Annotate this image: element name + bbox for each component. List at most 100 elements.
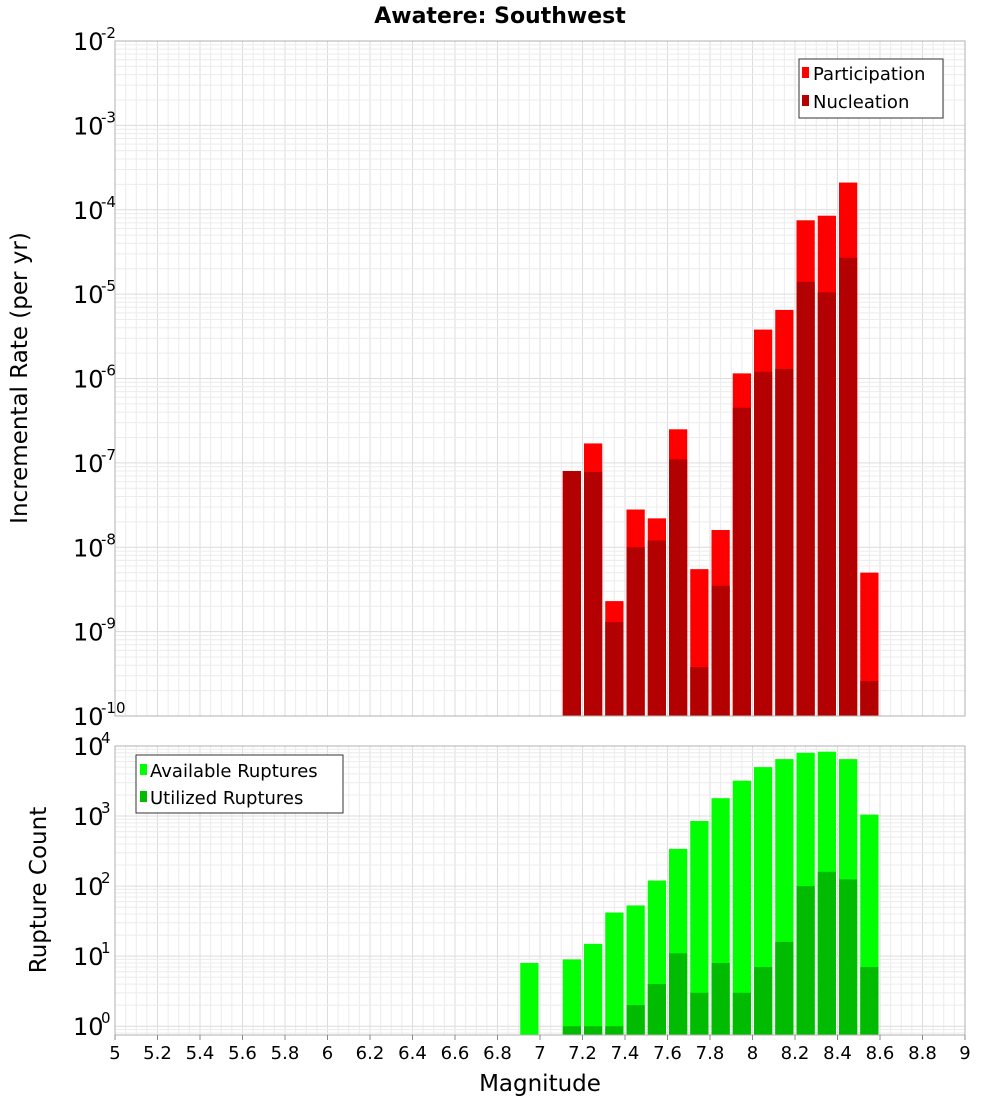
nucleation-bar [584,471,603,716]
y-tick-label: 10 [73,803,104,831]
nucleation-bar [669,459,688,716]
y-tick-exponent: 0 [101,1009,111,1027]
y-tick-exponent: -7 [101,446,116,464]
nucleation-bar [754,371,773,716]
available-bar [690,821,709,1035]
utilized-bar [796,886,815,1035]
x-tick-label: 8 [747,1043,758,1064]
y-tick-label: 10 [73,366,104,394]
y-tick-exponent: 3 [101,799,111,817]
top-bars [562,182,879,717]
y-tick-exponent: -9 [101,615,116,633]
nucleation-bar [626,547,645,716]
x-tick-label: 9 [959,1043,970,1064]
y-tick-exponent: -8 [101,530,116,548]
available-bar [626,905,645,1035]
bottom-bars [520,751,879,1035]
available-bar [520,962,539,1035]
utilized-bar [584,1026,603,1035]
x-tick-label: 8.2 [781,1043,810,1064]
utilized-bar [732,992,751,1035]
nucleation-bar [817,292,836,716]
utilized-bar [562,1026,581,1035]
y-tick-label: 10 [73,873,104,901]
x-tick-label: 8.4 [823,1043,852,1064]
nucleation-bar [562,471,581,716]
x-tick-label: 8.6 [866,1043,895,1064]
y-tick-label: 10 [73,281,104,309]
nucleation-bar [605,622,624,716]
y-tick-exponent: -2 [101,24,116,42]
legend-nucleation: Nucleation [813,92,909,113]
available-bar [605,912,624,1035]
x-tick-label: 7.4 [611,1043,640,1064]
y-tick-label: 10 [73,703,104,731]
available-bar [584,943,603,1035]
available-bar [732,780,751,1035]
x-tick-label: 7 [534,1043,545,1064]
x-tick-label: 7.6 [653,1043,682,1064]
x-tick-label: 5.6 [228,1043,257,1064]
y-tick-label: 10 [73,943,104,971]
nucleation-bar [860,680,879,716]
x-tick-label: 6.8 [483,1043,512,1064]
available-swatch [140,764,147,775]
x-tick-label: 6.6 [441,1043,470,1064]
top-plot-frame [114,40,966,717]
nucleation-bar [732,407,751,716]
utilized-bar [605,1026,624,1035]
utilized-bar [775,941,794,1035]
x-tick-label: 5 [109,1043,120,1064]
y-tick-exponent: 2 [101,869,111,887]
utilized-swatch [140,791,147,802]
bottom-legend: Available Ruptures Utilized Ruptures [135,754,344,814]
utilized-bar [817,871,836,1035]
legend-participation: Participation [813,64,925,85]
y-tick-label: 10 [73,450,104,478]
y-tick-exponent: 4 [101,729,111,747]
chart-title: Awatere: Southwest [374,4,626,29]
bottom-y-axis-label: Rupture Count [26,807,52,973]
utilized-bar [669,953,688,1035]
x-ticks: 5 5.2 5.4 5.6 5.8 6 6.2 6.4 6.6 6.8 7 7.2 7.4 7.6 7.8 8… [109,1035,971,1064]
x-axis-label: Magnitude [479,1071,601,1097]
nucleation-swatch [802,95,809,106]
y-tick-label: 10 [73,1013,104,1041]
nucleation-bar [690,667,709,716]
x-tick-label: 6.2 [356,1043,385,1064]
participation-swatch [802,67,809,78]
y-tick-label: 10 [73,28,104,56]
x-tick-label: 6.4 [398,1043,427,1064]
utilized-bar [711,962,730,1035]
utilized-bar [860,967,879,1035]
utilized-bar [690,992,709,1035]
y-tick-label: 10 [73,112,104,140]
top-legend-box [798,58,944,119]
nucleation-bar [839,257,858,716]
x-tick-label: 8.8 [908,1043,937,1064]
y-tick-exponent: -6 [101,362,116,380]
y-tick-label: 10 [73,619,104,647]
utilized-bar [647,984,666,1035]
nucleation-bar [796,281,815,716]
y-tick-label: 10 [73,733,104,761]
available-bar [562,959,581,1035]
x-tick-label: 5.8 [271,1043,300,1064]
x-tick-label: 6 [322,1043,333,1064]
top-grid [114,40,966,717]
y-tick-exponent: -3 [101,108,116,126]
y-tick-label: 10 [73,534,104,562]
x-tick-label: 7.8 [696,1043,725,1064]
utilized-bar [754,967,773,1035]
top-legend: Participation Nucleation [798,58,944,119]
y-tick-exponent: 1 [101,939,111,957]
utilized-bar [839,879,858,1035]
nucleation-bar [711,585,730,716]
nucleation-bar [647,540,666,716]
top-y-axis-label: Incremental Rate (per yr) [7,232,33,524]
